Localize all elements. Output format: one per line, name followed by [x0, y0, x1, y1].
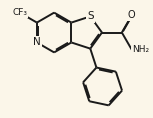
Text: CF₃: CF₃: [12, 8, 27, 17]
Text: O: O: [128, 10, 136, 20]
Text: CF₃: CF₃: [12, 8, 27, 17]
Text: S: S: [87, 11, 94, 21]
Text: N: N: [33, 38, 41, 47]
Text: NH₂: NH₂: [132, 45, 149, 54]
